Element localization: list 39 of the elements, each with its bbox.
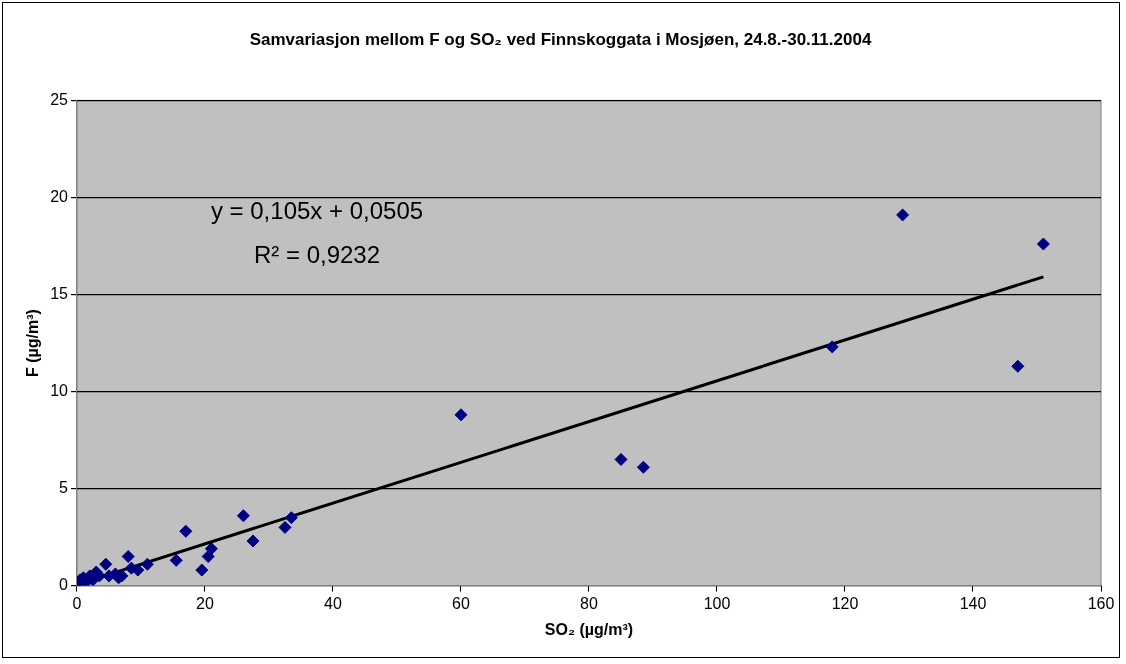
point	[131, 563, 145, 577]
point	[284, 511, 298, 525]
point	[278, 520, 292, 534]
point	[614, 452, 628, 466]
point	[195, 563, 209, 577]
point	[896, 208, 910, 222]
point	[99, 557, 113, 571]
y-tick-label: 0	[59, 576, 69, 594]
y-tick-label: 20	[50, 187, 69, 205]
y-tick-label: 25	[50, 90, 69, 108]
x-tick-label: 20	[196, 594, 214, 612]
point	[169, 553, 183, 567]
point	[1011, 359, 1025, 373]
y-tick-label: 10	[50, 381, 69, 399]
x-tick-label: 0	[72, 594, 82, 612]
x-tick-label: 140	[959, 594, 987, 612]
x-tick-label: 160	[1087, 594, 1115, 612]
point	[121, 549, 135, 563]
point	[825, 340, 839, 354]
point	[454, 408, 468, 422]
x-tick-label: 40	[324, 594, 342, 612]
y-tick-label: 5	[59, 478, 69, 496]
x-tick-label: 80	[580, 594, 598, 612]
chart-title: Samvariasjon mellom F og SO₂ ved Finnskoggata i Mosjøen, 24.8.-30.11.2004	[249, 29, 872, 49]
point	[236, 509, 250, 523]
point	[636, 460, 650, 474]
x-axis-title: SO₂ (µg/m³)	[544, 620, 634, 638]
point	[140, 557, 154, 571]
point	[179, 524, 193, 538]
point	[204, 542, 218, 556]
point	[246, 534, 260, 548]
y-tick-label: 15	[50, 284, 69, 302]
y-axis-title: F (µg/m³)	[24, 309, 42, 377]
x-tick-label: 60	[452, 594, 470, 612]
x-tick-label: 120	[831, 594, 859, 612]
x-tick-label: 100	[703, 594, 731, 612]
annotation: y = 0,105x + 0,0505	[210, 197, 424, 225]
annotation: R² = 0,9232	[253, 241, 381, 269]
point	[1036, 237, 1050, 251]
